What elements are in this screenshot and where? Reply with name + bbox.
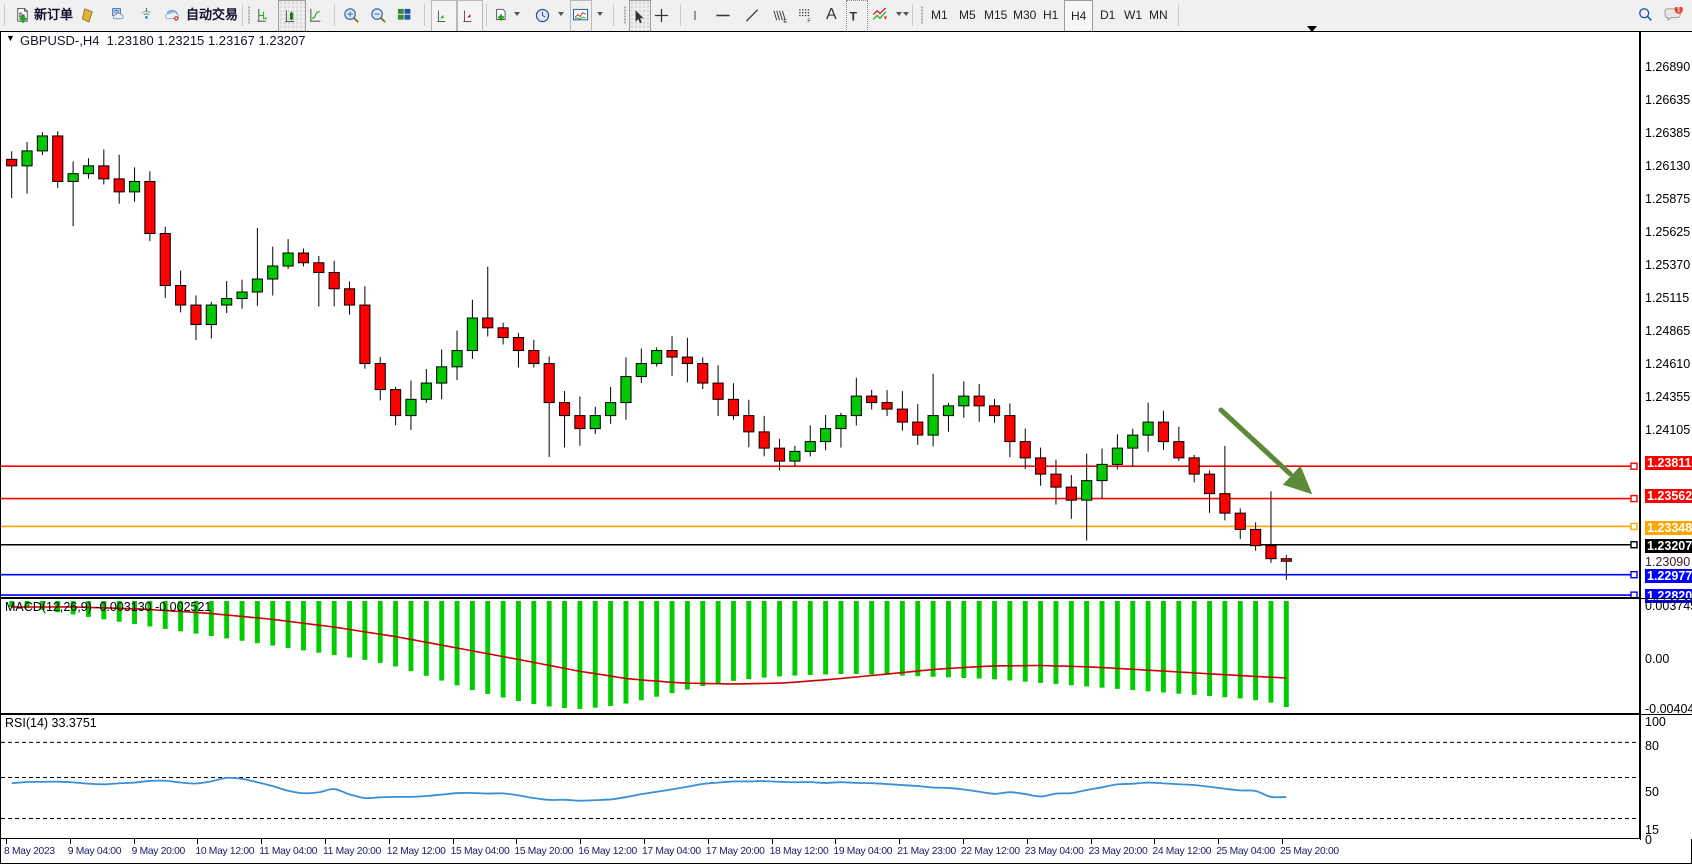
svg-text:E: E xyxy=(783,19,787,24)
svg-text:T: T xyxy=(849,9,857,23)
svg-text:F: F xyxy=(807,18,811,23)
svg-text:1: 1 xyxy=(1677,7,1681,14)
